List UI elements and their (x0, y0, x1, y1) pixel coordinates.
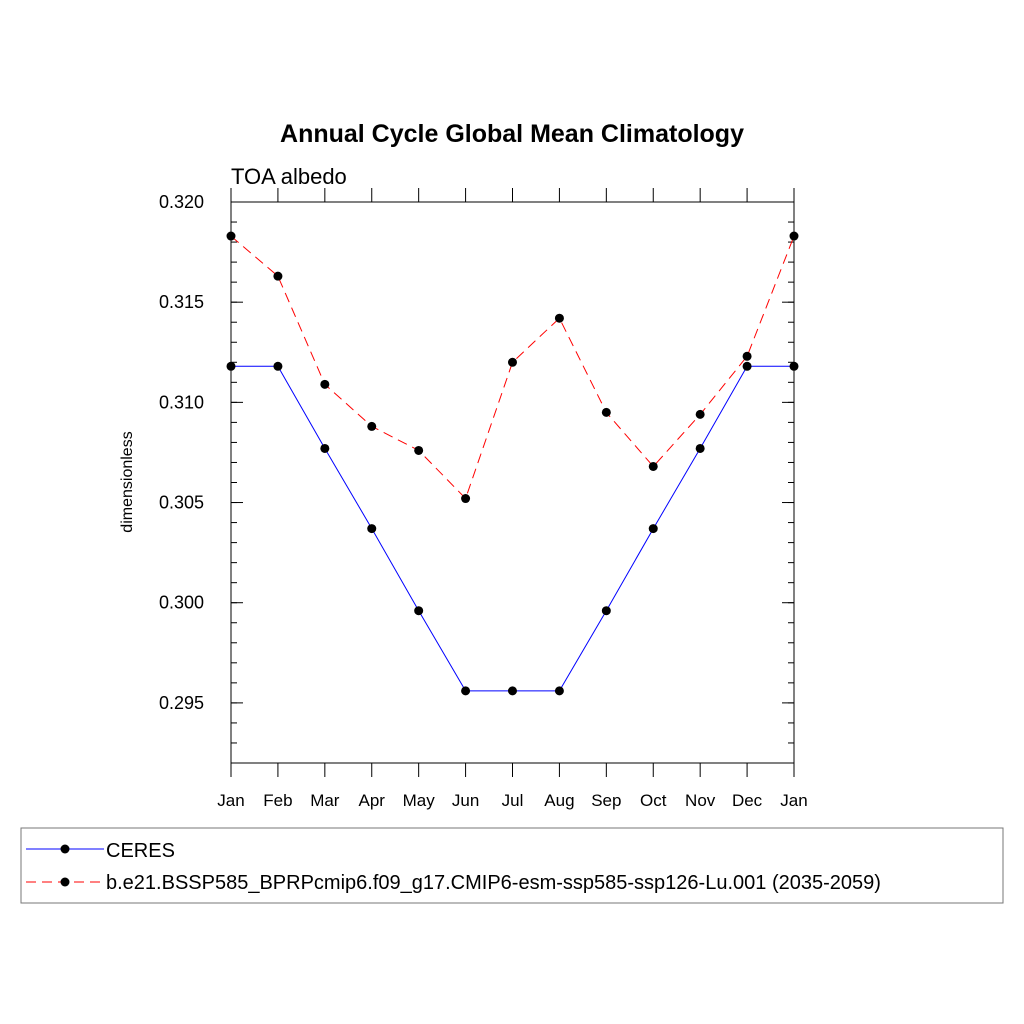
series-point-1 (226, 231, 236, 241)
series-point-0 (648, 524, 658, 534)
x-tick-label: Nov (685, 791, 716, 810)
x-tick-label: Jul (502, 791, 524, 810)
series-point-0 (601, 606, 611, 616)
legend-marker-ceres (60, 844, 70, 854)
x-tick-labels: Jan Feb Mar Apr May Jun Jul Aug Sep Oct Nov Dec Jan (217, 791, 807, 810)
legend-marker-model (60, 877, 70, 887)
series-point-0 (320, 443, 330, 453)
x-tick-label: Aug (544, 791, 574, 810)
series-point-1 (742, 351, 752, 361)
y-tick-label: 0.315 (159, 292, 204, 312)
series-point-1 (554, 313, 564, 323)
series-point-0 (414, 606, 424, 616)
y-tick-labels: 0.320 0.315 0.310 0.305 0.300 0.295 (159, 192, 204, 713)
series-point-1 (789, 231, 799, 241)
series-point-1 (695, 409, 705, 419)
y-major-ticks (231, 201, 794, 704)
y-tick-label: 0.310 (159, 392, 204, 412)
x-tick-label: Apr (359, 791, 386, 810)
series-point-0 (742, 361, 752, 371)
series-point-0 (554, 686, 564, 696)
y-axis-label: dimensionless (119, 431, 136, 532)
series-point-1 (273, 271, 283, 281)
series-point-0 (789, 361, 799, 371)
series-point-1 (414, 445, 424, 455)
x-tick-label: Dec (732, 791, 763, 810)
series-point-1 (320, 379, 330, 389)
chart-subtitle: TOA albedo (231, 164, 347, 189)
series-points (226, 231, 799, 696)
x-tick-label: Jan (780, 791, 807, 810)
series-point-1 (367, 421, 377, 431)
series-point-0 (273, 361, 283, 371)
series-point-0 (367, 524, 377, 534)
series-point-1 (648, 461, 658, 471)
x-ticks (230, 188, 795, 777)
x-tick-label: Jun (452, 791, 479, 810)
legend-entry-model: b.e21.BSSP585_BPRPcmip6.f09_g17.CMIP6-es… (106, 872, 881, 894)
y-tick-label: 0.320 (159, 192, 204, 212)
y-tick-label: 0.295 (159, 693, 204, 713)
x-tick-label: Jan (217, 791, 244, 810)
legend: CERES b.e21.BSSP585_BPRPcmip6.f09_g17.CM… (20, 827, 1004, 904)
x-tick-label: Mar (310, 791, 340, 810)
x-tick-label: Sep (591, 791, 621, 810)
chart-title: Annual Cycle Global Mean Climatology (280, 120, 744, 148)
series-point-1 (601, 407, 611, 417)
legend-box (20, 827, 1004, 904)
series-point-0 (461, 686, 471, 696)
x-tick-label: Feb (263, 791, 292, 810)
series-point-0 (695, 443, 705, 453)
x-tick-label: May (403, 791, 436, 810)
legend-entry-ceres: CERES (106, 840, 175, 862)
series-point-0 (508, 686, 517, 696)
series-point-0 (226, 361, 236, 371)
x-tick-label: Oct (640, 791, 667, 810)
series-point-1 (508, 357, 517, 367)
y-tick-label: 0.300 (159, 593, 204, 613)
y-tick-label: 0.305 (159, 493, 204, 513)
series-point-1 (461, 494, 471, 504)
